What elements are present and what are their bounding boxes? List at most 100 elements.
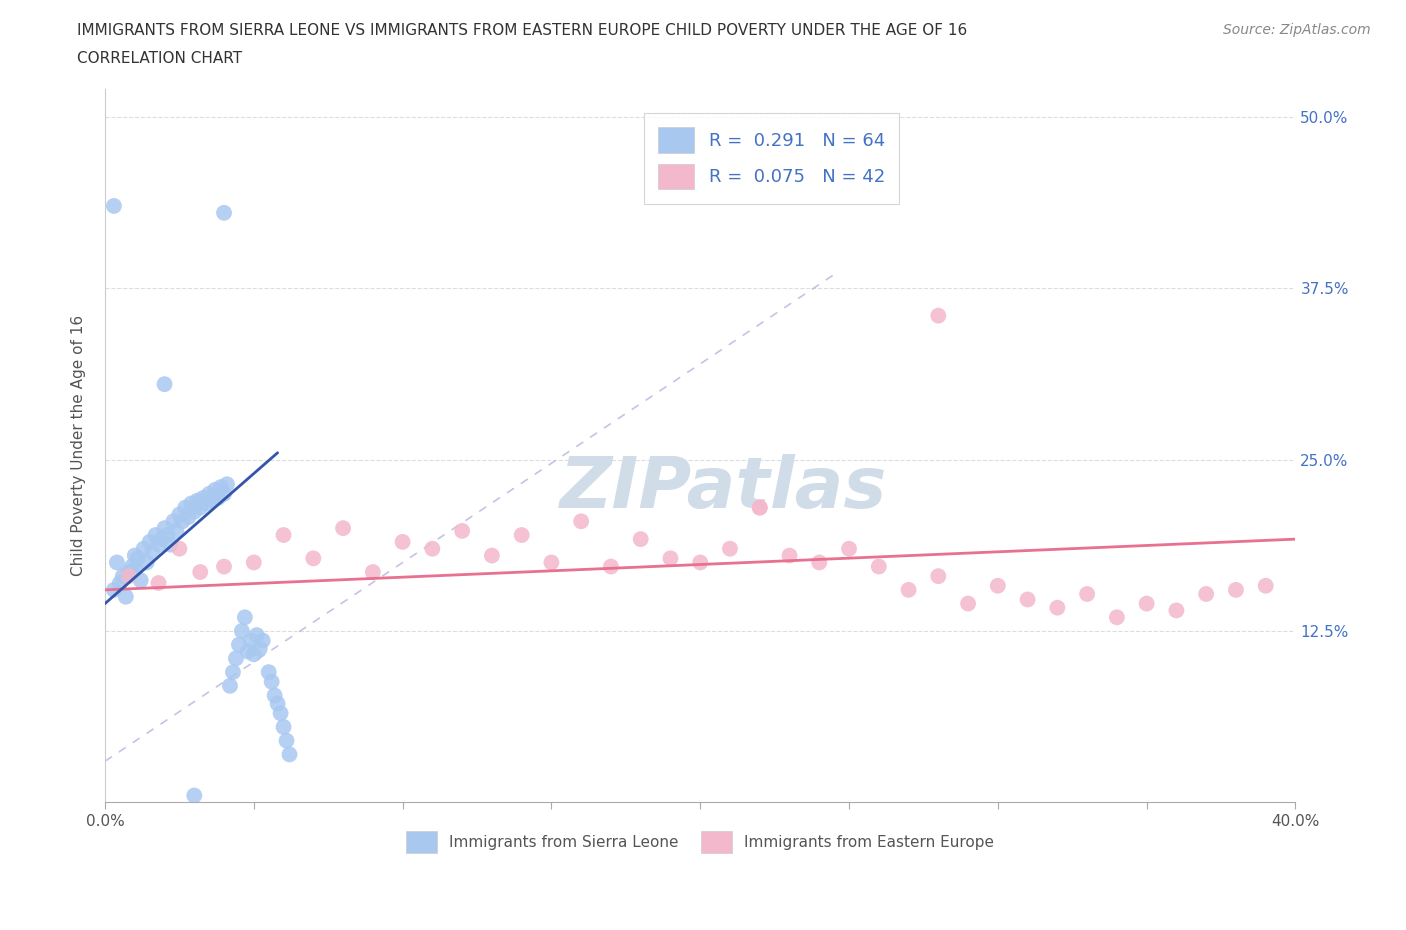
Point xyxy=(1225,582,1247,597)
Point xyxy=(897,582,920,597)
Point xyxy=(748,500,770,515)
Point xyxy=(108,576,131,591)
Point xyxy=(361,565,384,579)
Point xyxy=(156,527,179,542)
Point xyxy=(212,559,235,574)
Point xyxy=(273,527,295,542)
Point xyxy=(124,562,146,577)
Point xyxy=(212,206,235,220)
Point xyxy=(779,548,801,563)
Point xyxy=(174,500,197,515)
Point xyxy=(165,524,187,538)
Point xyxy=(153,521,176,536)
Point xyxy=(808,555,831,570)
Point xyxy=(124,548,146,563)
Point xyxy=(1076,587,1098,602)
Point xyxy=(927,569,949,584)
Point xyxy=(172,514,194,529)
Point xyxy=(927,308,949,323)
Point xyxy=(481,548,503,563)
Point xyxy=(243,555,266,570)
Point xyxy=(510,527,533,542)
Point xyxy=(689,555,711,570)
Point xyxy=(239,633,262,648)
Point xyxy=(600,559,623,574)
Point xyxy=(209,480,232,495)
Point xyxy=(260,674,283,689)
Y-axis label: Child Poverty Under the Age of 16: Child Poverty Under the Age of 16 xyxy=(72,315,86,577)
Point xyxy=(422,541,444,556)
Point xyxy=(718,541,741,556)
Point xyxy=(169,541,191,556)
Point xyxy=(129,573,152,588)
Point xyxy=(169,507,191,522)
Point xyxy=(132,541,155,556)
Point xyxy=(127,551,149,565)
Point xyxy=(748,500,770,515)
Point xyxy=(1046,600,1069,615)
Point xyxy=(231,623,253,638)
Point xyxy=(273,720,295,735)
Point xyxy=(659,551,682,565)
Point xyxy=(150,532,173,547)
Text: IMMIGRANTS FROM SIERRA LEONE VS IMMIGRANTS FROM EASTERN EUROPE CHILD POVERTY UND: IMMIGRANTS FROM SIERRA LEONE VS IMMIGRAN… xyxy=(77,23,967,38)
Point xyxy=(225,651,247,666)
Point xyxy=(957,596,980,611)
Point xyxy=(302,551,325,565)
Point xyxy=(243,647,266,662)
Legend: Immigrants from Sierra Leone, Immigrants from Eastern Europe: Immigrants from Sierra Leone, Immigrants… xyxy=(401,825,1000,859)
Point xyxy=(1166,603,1188,618)
Point xyxy=(198,486,221,501)
Point xyxy=(276,733,298,748)
Point xyxy=(332,521,354,536)
Point xyxy=(252,633,274,648)
Point xyxy=(193,490,215,505)
Point xyxy=(987,578,1010,593)
Point xyxy=(148,538,170,552)
Point xyxy=(121,559,143,574)
Point xyxy=(103,582,125,597)
Point xyxy=(246,628,269,643)
Point xyxy=(451,524,474,538)
Point xyxy=(135,555,157,570)
Point xyxy=(249,642,271,657)
Point xyxy=(868,559,890,574)
Point xyxy=(266,697,288,711)
Point xyxy=(215,477,238,492)
Point xyxy=(1254,578,1277,593)
Point xyxy=(212,486,235,501)
Point xyxy=(118,565,141,579)
Point xyxy=(270,706,292,721)
Point xyxy=(148,576,170,591)
Point xyxy=(236,644,259,659)
Point xyxy=(188,500,211,515)
Point xyxy=(569,514,592,529)
Point xyxy=(204,483,226,498)
Point xyxy=(391,535,413,550)
Point xyxy=(540,555,562,570)
Point xyxy=(1105,610,1128,625)
Point xyxy=(180,496,202,511)
Text: ZIPatlas: ZIPatlas xyxy=(561,454,887,524)
Point xyxy=(257,665,280,680)
Point xyxy=(105,555,128,570)
Text: Source: ZipAtlas.com: Source: ZipAtlas.com xyxy=(1223,23,1371,37)
Point xyxy=(630,532,652,547)
Point xyxy=(1195,587,1218,602)
Point xyxy=(188,565,211,579)
Point xyxy=(1017,592,1039,607)
Point xyxy=(103,198,125,213)
Point xyxy=(159,538,181,552)
Point xyxy=(183,504,205,519)
Point xyxy=(183,788,205,803)
Point xyxy=(195,496,218,511)
Point xyxy=(278,747,301,762)
Point xyxy=(263,688,285,703)
Point xyxy=(186,493,208,508)
Point xyxy=(153,377,176,392)
Point xyxy=(228,637,250,652)
Point xyxy=(222,665,245,680)
Point xyxy=(219,678,242,693)
Point xyxy=(1136,596,1159,611)
Point xyxy=(111,569,134,584)
